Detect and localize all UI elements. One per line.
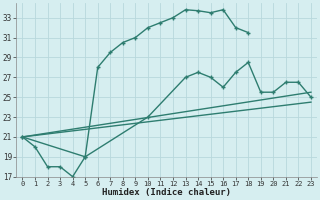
- X-axis label: Humidex (Indice chaleur): Humidex (Indice chaleur): [102, 188, 231, 197]
